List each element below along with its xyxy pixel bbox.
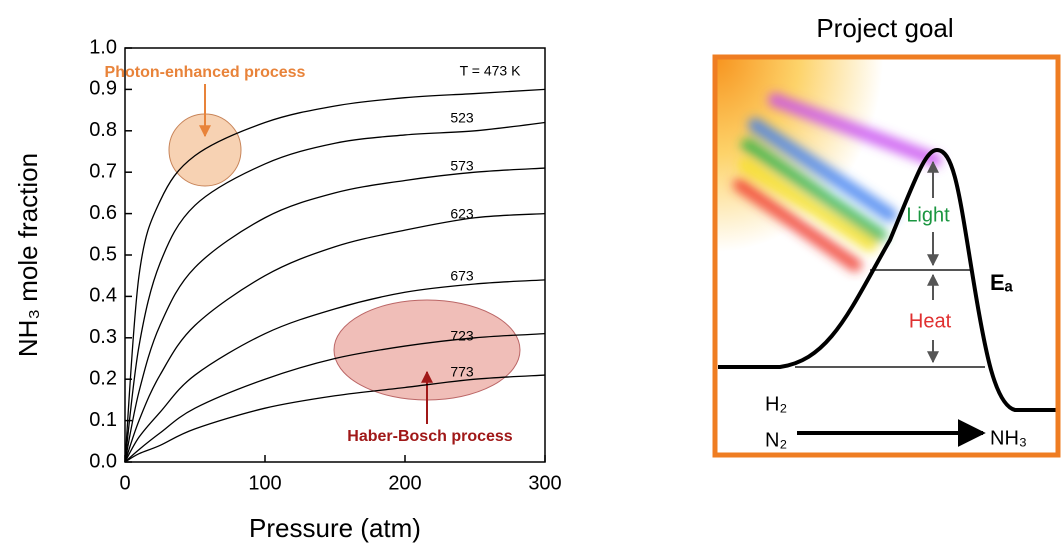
x-tick-label: 200 — [388, 472, 421, 494]
curve-label: 573 — [450, 158, 474, 174]
curve-label: T = 473 K — [460, 63, 522, 79]
y-tick-label: 0.2 — [89, 367, 117, 389]
y-tick-label: 0.9 — [89, 78, 117, 100]
y-tick-label: 0.8 — [89, 119, 117, 141]
curve-label: 723 — [450, 328, 474, 344]
light-label: Light — [906, 204, 950, 226]
y-tick-label: 0.4 — [89, 285, 117, 307]
annotation: Photon-enhanced process — [105, 64, 306, 81]
product-label: NH₃ — [990, 427, 1027, 449]
chart: NH₃ mole fraction Pressure (atm) Photon-… — [13, 36, 562, 543]
y-tick-label: 0.7 — [89, 160, 117, 182]
y-tick-label: 0.6 — [89, 202, 117, 224]
reactant-label: N₂ — [765, 429, 787, 451]
diagram: Project goal Light Heat Eₐ H₂ N₂ NH₃ — [715, 13, 1058, 455]
curve-label: 523 — [450, 110, 474, 126]
x-axis-label: Pressure (atm) — [249, 513, 421, 543]
plot-frame — [125, 48, 545, 462]
annotation: Haber-Bosch process — [347, 428, 512, 445]
y-tick-label: 0.3 — [89, 326, 117, 348]
diagram-title: Project goal — [816, 13, 953, 43]
x-tick-label: 100 — [248, 472, 281, 494]
curve-label: 673 — [450, 268, 474, 284]
reactant-label: H₂ — [765, 393, 787, 415]
y-tick-label: 1.0 — [89, 36, 117, 58]
y-tick-label: 0.5 — [89, 243, 117, 265]
figure: NH₃ mole fraction Pressure (atm) Photon-… — [0, 0, 1063, 551]
y-tick-label: 0.1 — [89, 409, 117, 431]
x-tick-label: 300 — [528, 472, 561, 494]
curve-label: 773 — [450, 364, 474, 380]
x-tick-label: 0 — [119, 472, 130, 494]
y-axis-label: NH₃ mole fraction — [13, 153, 43, 357]
y-tick-label: 0.0 — [89, 450, 117, 472]
activation-energy-label: Eₐ — [990, 270, 1014, 295]
heat-label: Heat — [909, 310, 952, 332]
curve-label: 623 — [450, 206, 474, 222]
